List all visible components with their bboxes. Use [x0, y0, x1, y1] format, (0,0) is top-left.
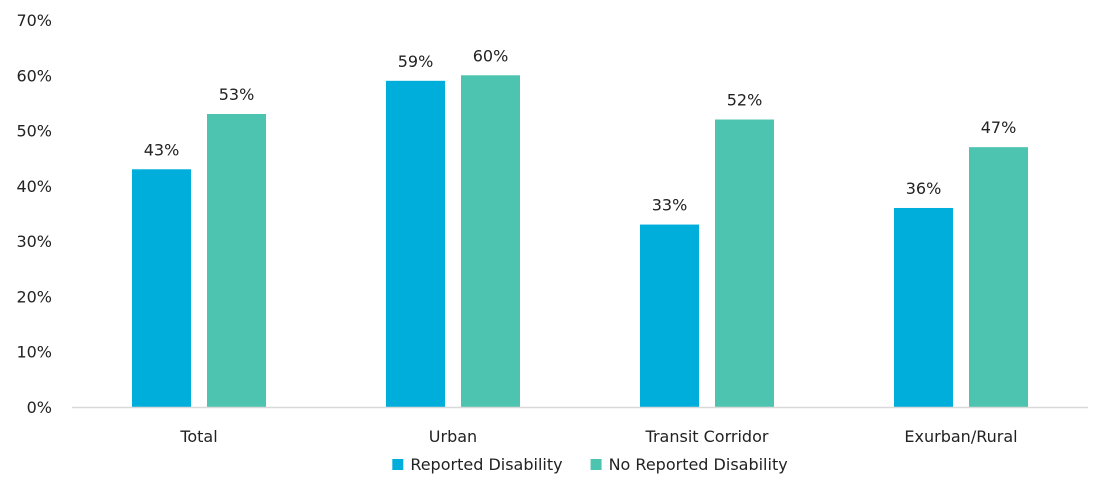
data-label: 52%: [727, 91, 763, 110]
data-label: 60%: [473, 46, 509, 65]
legend-label: Reported Disability: [410, 455, 562, 474]
x-axis: Total Urban Transit Corridor Exurban/Rural: [179, 427, 1017, 446]
data-label: 47%: [981, 118, 1017, 137]
bar-no-reported-disability: [969, 147, 1028, 407]
legend: Reported Disability No Reported Disabilit…: [392, 455, 788, 474]
bar-reported-disability: [132, 169, 191, 407]
bar-reported-disability: [894, 207, 953, 407]
data-label: 33%: [652, 196, 688, 215]
x-category-label: Total: [179, 427, 217, 446]
bar-reported-disability: [640, 224, 699, 407]
x-category-label: Transit Corridor: [645, 427, 769, 446]
data-label: 59%: [398, 52, 434, 71]
x-category-label: Exurban/Rural: [904, 427, 1017, 446]
y-tick-label: 50%: [16, 122, 52, 141]
y-tick-label: 0%: [27, 398, 52, 417]
data-label: 43%: [144, 140, 180, 159]
legend-label: No Reported Disability: [609, 455, 788, 474]
y-tick-label: 20%: [16, 287, 52, 306]
y-tick-label: 40%: [16, 177, 52, 196]
y-tick-label: 10%: [16, 343, 52, 362]
y-tick-label: 70%: [16, 11, 52, 30]
x-category-label: Urban: [429, 427, 477, 446]
y-tick-label: 60%: [16, 66, 52, 85]
data-labels-group: 43% 53% 59% 60% 33% 52% 36% 47%: [144, 46, 1017, 214]
legend-swatch: [590, 459, 602, 470]
bar-no-reported-disability: [461, 75, 520, 408]
bar-reported-disability: [386, 80, 445, 408]
bar-no-reported-disability: [207, 113, 266, 407]
data-label: 53%: [219, 85, 255, 104]
bar-no-reported-disability: [715, 119, 774, 407]
y-axis: 0% 10% 20% 30% 40% 50% 60% 70%: [16, 11, 52, 417]
bars-group: [132, 75, 1028, 408]
data-label: 36%: [906, 179, 942, 198]
y-tick-label: 30%: [16, 232, 52, 251]
legend-swatch: [392, 459, 404, 470]
